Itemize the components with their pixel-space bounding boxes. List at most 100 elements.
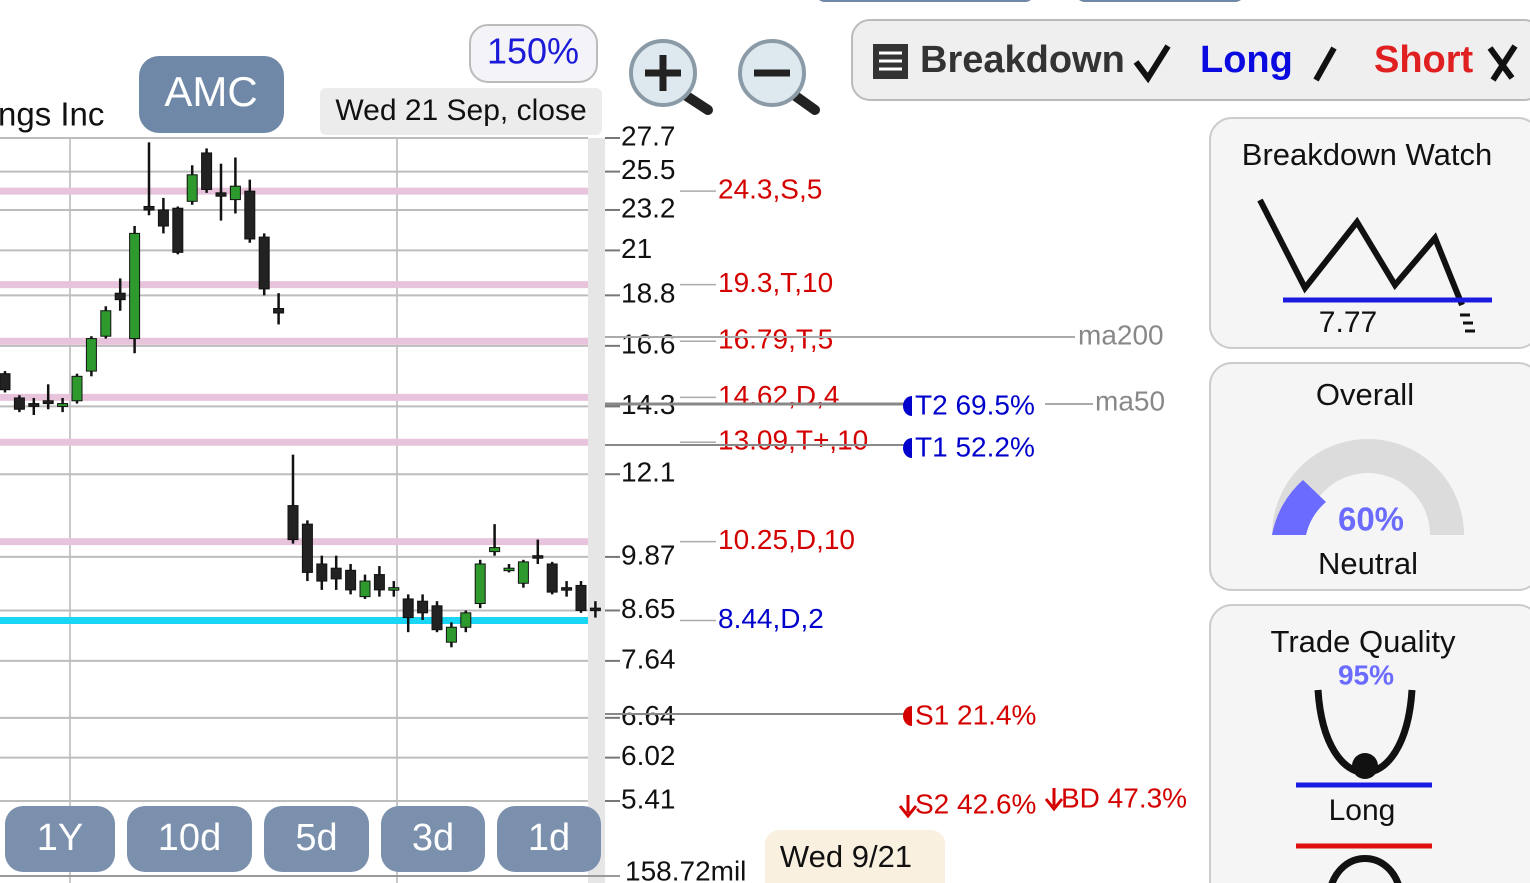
zoom-level: 150% bbox=[487, 31, 579, 72]
y-tick-label: 8.65 bbox=[621, 593, 676, 624]
quality-direction: Long bbox=[1329, 794, 1396, 827]
candle-body bbox=[345, 569, 357, 591]
zoom-badge[interactable] bbox=[469, 24, 598, 83]
long-toggle[interactable]: Long bbox=[1200, 39, 1293, 81]
candle-body bbox=[561, 587, 573, 591]
candle-body bbox=[0, 373, 11, 391]
cross-icon bbox=[1487, 44, 1518, 82]
candle-body bbox=[287, 505, 299, 541]
breakdown-toggle[interactable]: Breakdown bbox=[920, 39, 1125, 81]
levels: 24.3,S,5 19.3,T,10 16.79,T,5 14.62,D,4 13.09… bbox=[0, 174, 868, 634]
panel-title: Trade Quality bbox=[1271, 624, 1456, 659]
top-tab[interactable] bbox=[1075, 0, 1245, 2]
top-tab[interactable] bbox=[815, 0, 1035, 2]
zoom-out[interactable] bbox=[738, 39, 820, 115]
candle-body bbox=[474, 563, 486, 605]
candle-body bbox=[28, 403, 40, 407]
y-tick-label: 21 bbox=[621, 233, 652, 264]
candle-body bbox=[316, 563, 328, 582]
ticker-badge[interactable] bbox=[139, 56, 284, 133]
ball-icon bbox=[1352, 753, 1378, 779]
y-tick-label: 6.02 bbox=[621, 740, 676, 771]
y-tick-label: 7.64 bbox=[621, 643, 676, 674]
range-button[interactable] bbox=[264, 806, 369, 872]
target-icon bbox=[903, 438, 912, 458]
y-tick-label: 27.7 bbox=[621, 120, 676, 151]
range-label: 5d bbox=[295, 817, 337, 859]
y-tick-label: 23.2 bbox=[621, 192, 676, 223]
level-label: 8.44,D,2 bbox=[718, 603, 824, 634]
quality-score: 95% bbox=[1338, 659, 1394, 690]
y-tick-label: 25.5 bbox=[621, 154, 676, 185]
target-icon bbox=[903, 706, 912, 726]
candle-body bbox=[229, 185, 241, 201]
date-box bbox=[320, 88, 602, 135]
level-label: 24.3,S,5 bbox=[718, 174, 822, 205]
target-s1: S1 21.4% bbox=[915, 699, 1036, 730]
short-toggle[interactable]: Short bbox=[1374, 39, 1474, 81]
range-button[interactable] bbox=[127, 806, 252, 872]
y-tick-label: 16.6 bbox=[621, 328, 676, 359]
level-label: 14.62,D,4 bbox=[718, 380, 839, 411]
ma200-label: ma200 bbox=[1078, 319, 1164, 350]
candle-body bbox=[301, 523, 313, 573]
candle-body bbox=[273, 308, 285, 314]
range-label: 1d bbox=[528, 817, 570, 859]
candle-body bbox=[258, 236, 270, 290]
arrow-icon bbox=[898, 795, 918, 819]
candle-body bbox=[13, 397, 25, 410]
chart-date: Wed 21 Sep, close bbox=[335, 94, 586, 127]
zoom-in[interactable] bbox=[629, 39, 713, 115]
candle-body bbox=[244, 190, 256, 240]
candle-body bbox=[215, 192, 227, 197]
range-label: 10d bbox=[158, 817, 221, 859]
candle-body bbox=[100, 310, 112, 337]
ticker: AMC bbox=[164, 68, 257, 115]
ma50-label: ma50 bbox=[1095, 385, 1165, 416]
overall-score: 60% bbox=[1338, 501, 1404, 538]
company-name: ngs Inc bbox=[0, 96, 104, 133]
arrow-icon bbox=[1044, 788, 1064, 812]
candle-body bbox=[546, 563, 558, 593]
panel[interactable] bbox=[1209, 604, 1530, 883]
candle-body bbox=[417, 600, 429, 614]
range-label: 3d bbox=[412, 817, 454, 859]
candle-body bbox=[388, 587, 400, 591]
candle-body bbox=[42, 400, 54, 405]
range-button[interactable] bbox=[5, 806, 115, 872]
target-bd: BD 47.3% bbox=[1061, 782, 1187, 813]
candle-body bbox=[589, 607, 601, 612]
candle-body bbox=[460, 612, 472, 628]
gauge-fill bbox=[1272, 480, 1326, 535]
cap-icon bbox=[1328, 855, 1402, 883]
candle-body bbox=[445, 626, 457, 643]
candle-body bbox=[186, 174, 198, 202]
volume-label: 158.72mil bbox=[625, 855, 746, 883]
range-button[interactable] bbox=[381, 806, 485, 872]
candle-body bbox=[143, 205, 155, 211]
candles bbox=[0, 142, 601, 648]
level-label: 10.25,D,10 bbox=[718, 524, 855, 555]
cursor-date-box bbox=[765, 830, 945, 883]
target-icon bbox=[903, 396, 912, 416]
candle-body bbox=[201, 152, 213, 190]
check-icon bbox=[1133, 44, 1171, 84]
candle-body bbox=[330, 567, 342, 580]
candle-body bbox=[489, 547, 501, 553]
range-buttons: 1Y 10d 5d 3d 1d bbox=[5, 806, 601, 872]
level-label: 16.79,T,5 bbox=[718, 324, 833, 355]
y-tick-label: 18.8 bbox=[621, 278, 676, 309]
candle-body bbox=[85, 338, 97, 372]
menu-icon[interactable] bbox=[873, 44, 908, 79]
panel[interactable] bbox=[1209, 117, 1530, 349]
level-label: 19.3,T,10 bbox=[718, 267, 833, 298]
axis-strip bbox=[588, 138, 605, 883]
candle-body bbox=[71, 375, 83, 402]
slash-icon bbox=[1313, 46, 1337, 82]
y-tick-label: 6.64 bbox=[621, 700, 676, 731]
candle-body bbox=[517, 561, 529, 584]
candle-body bbox=[57, 403, 69, 407]
range-button[interactable] bbox=[497, 806, 601, 872]
grid: 27.725.523.22118.816.614.312.19.878.657.… bbox=[0, 120, 676, 814]
